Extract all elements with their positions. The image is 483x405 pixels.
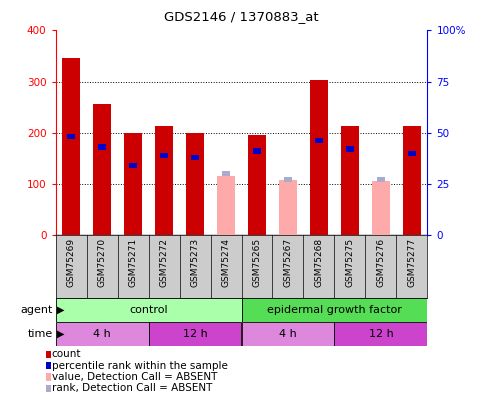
Bar [372,181,390,235]
Bar [222,171,230,176]
Bar [341,126,359,235]
Bar [155,126,173,235]
Text: GSM75277: GSM75277 [408,238,416,287]
Text: epidermal growth factor: epidermal growth factor [267,305,402,315]
Text: GSM75270: GSM75270 [98,238,107,287]
Bar [403,126,421,235]
Text: control: control [129,305,168,315]
Bar [279,180,297,235]
Text: GSM75271: GSM75271 [128,238,138,287]
Text: GSM75274: GSM75274 [222,238,230,287]
Text: percentile rank within the sample: percentile rank within the sample [52,361,227,371]
Text: 12 h: 12 h [183,329,207,339]
Bar [129,163,137,168]
Bar [315,138,323,143]
Bar [186,133,204,235]
Text: GSM75276: GSM75276 [376,238,385,287]
Text: value, Detection Call = ABSENT: value, Detection Call = ABSENT [52,372,217,382]
Bar [160,153,168,158]
Bar [93,104,112,235]
Bar [62,58,80,235]
Bar [98,145,106,149]
Text: time: time [28,329,53,339]
Bar [310,80,328,235]
Bar [408,151,416,156]
Text: ▶: ▶ [57,329,64,339]
Text: ▶: ▶ [57,305,64,315]
Text: rank, Detection Call = ABSENT: rank, Detection Call = ABSENT [52,384,212,393]
Bar [56,322,149,346]
Bar [346,147,354,151]
Text: GDS2146 / 1370883_at: GDS2146 / 1370883_at [164,10,319,23]
Text: GSM75275: GSM75275 [345,238,355,287]
Bar [248,135,266,235]
Bar [191,155,199,160]
Bar [56,298,242,322]
Bar [377,177,385,182]
Text: 4 h: 4 h [279,329,297,339]
Bar [242,322,334,346]
Text: GSM75268: GSM75268 [314,238,324,287]
Bar [67,134,75,139]
Text: agent: agent [21,305,53,315]
Bar [242,298,427,322]
Bar [253,149,261,153]
Text: 12 h: 12 h [369,329,393,339]
Text: GSM75267: GSM75267 [284,238,293,287]
Text: GSM75273: GSM75273 [190,238,199,287]
Text: count: count [52,350,81,359]
Text: GSM75265: GSM75265 [253,238,261,287]
Text: GSM75272: GSM75272 [159,238,169,287]
Text: GSM75269: GSM75269 [67,238,75,287]
Bar [334,322,427,346]
Text: 4 h: 4 h [93,329,111,339]
Bar [284,177,292,182]
Bar [149,322,242,346]
Bar [217,176,235,235]
Bar [124,133,142,235]
